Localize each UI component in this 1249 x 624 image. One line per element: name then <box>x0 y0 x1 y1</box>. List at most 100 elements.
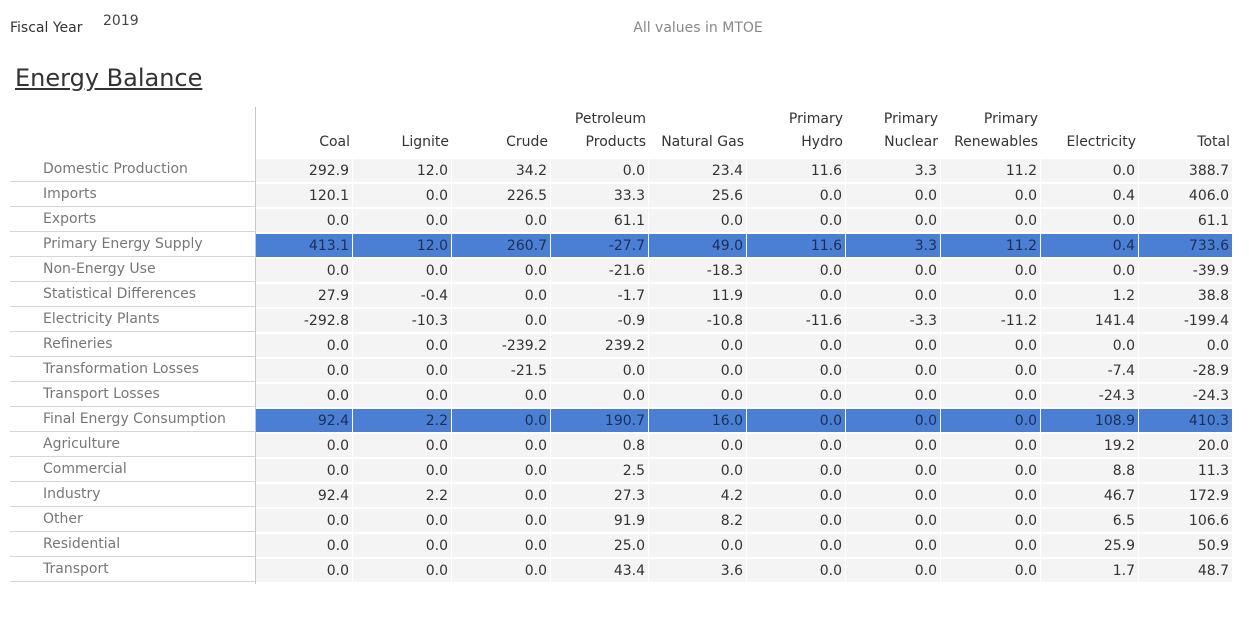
value-cell[interactable]: 0.0 <box>256 459 352 482</box>
value-cell[interactable]: 0.0 <box>747 409 845 432</box>
value-cell[interactable]: 172.9 <box>1139 484 1232 507</box>
value-cell[interactable]: 0.0 <box>941 284 1040 307</box>
value-cell[interactable]: 0.0 <box>353 259 451 282</box>
value-cell[interactable]: 0.0 <box>353 384 451 407</box>
value-cell[interactable]: 0.0 <box>452 409 550 432</box>
value-cell[interactable]: 0.0 <box>747 209 845 232</box>
value-cell[interactable]: 0.0 <box>353 434 451 457</box>
value-cell[interactable]: -39.9 <box>1139 259 1232 282</box>
value-cell[interactable]: 0.0 <box>846 459 940 482</box>
value-cell[interactable]: 0.0 <box>846 559 940 582</box>
value-cell[interactable]: 0.0 <box>452 209 550 232</box>
value-cell[interactable]: 0.0 <box>551 159 648 182</box>
value-cell[interactable]: 0.0 <box>941 484 1040 507</box>
fiscal-year-value[interactable]: 2019 <box>103 13 139 29</box>
value-cell[interactable]: 0.4 <box>1041 234 1138 257</box>
value-cell[interactable]: 0.0 <box>941 384 1040 407</box>
value-cell[interactable]: 8.2 <box>649 509 746 532</box>
value-cell[interactable]: 0.0 <box>846 384 940 407</box>
value-cell[interactable]: 0.0 <box>1041 159 1138 182</box>
value-cell[interactable]: 0.0 <box>452 559 550 582</box>
value-cell[interactable]: 106.6 <box>1139 509 1232 532</box>
value-cell[interactable]: -292.8 <box>256 309 352 332</box>
value-cell[interactable]: 0.0 <box>941 259 1040 282</box>
value-cell[interactable]: 11.6 <box>747 159 845 182</box>
value-cell[interactable]: 0.0 <box>256 259 352 282</box>
value-cell[interactable]: 92.4 <box>256 484 352 507</box>
value-cell[interactable]: 0.0 <box>846 534 940 557</box>
value-cell[interactable]: 388.7 <box>1139 159 1232 182</box>
value-cell[interactable]: 292.9 <box>256 159 352 182</box>
value-cell[interactable]: 0.0 <box>452 509 550 532</box>
value-cell[interactable]: 0.0 <box>1041 334 1138 357</box>
value-cell[interactable]: 0.0 <box>452 309 550 332</box>
value-cell[interactable]: 413.1 <box>256 234 352 257</box>
value-cell[interactable]: 0.0 <box>551 384 648 407</box>
value-cell[interactable]: 120.1 <box>256 184 352 207</box>
value-cell[interactable]: 12.0 <box>353 234 451 257</box>
value-cell[interactable]: 43.4 <box>551 559 648 582</box>
value-cell[interactable]: 0.0 <box>941 334 1040 357</box>
value-cell[interactable]: 0.0 <box>649 209 746 232</box>
value-cell[interactable]: 27.3 <box>551 484 648 507</box>
value-cell[interactable]: 0.0 <box>649 459 746 482</box>
value-cell[interactable]: 0.0 <box>649 384 746 407</box>
value-cell[interactable]: 0.0 <box>256 334 352 357</box>
value-cell[interactable]: 25.0 <box>551 534 648 557</box>
value-cell[interactable]: 0.0 <box>846 184 940 207</box>
value-cell[interactable]: 0.0 <box>846 209 940 232</box>
value-cell[interactable]: 49.0 <box>649 234 746 257</box>
value-cell[interactable]: 2.2 <box>353 409 451 432</box>
value-cell[interactable]: 23.4 <box>649 159 746 182</box>
value-cell[interactable]: 6.5 <box>1041 509 1138 532</box>
value-cell[interactable]: 0.0 <box>747 334 845 357</box>
value-cell[interactable]: 0.0 <box>941 459 1040 482</box>
value-cell[interactable]: 0.0 <box>1041 209 1138 232</box>
value-cell[interactable]: -24.3 <box>1139 384 1232 407</box>
value-cell[interactable]: 19.2 <box>1041 434 1138 457</box>
value-cell[interactable]: 0.0 <box>551 359 648 382</box>
value-cell[interactable]: 0.0 <box>353 559 451 582</box>
value-cell[interactable]: 0.0 <box>747 534 845 557</box>
value-cell[interactable]: 0.0 <box>747 509 845 532</box>
value-cell[interactable]: 0.0 <box>747 284 845 307</box>
value-cell[interactable]: 91.9 <box>551 509 648 532</box>
value-cell[interactable]: 0.0 <box>747 259 845 282</box>
value-cell[interactable]: 0.0 <box>846 434 940 457</box>
value-cell[interactable]: -0.4 <box>353 284 451 307</box>
value-cell[interactable]: 16.0 <box>649 409 746 432</box>
value-cell[interactable]: 0.0 <box>256 359 352 382</box>
value-cell[interactable]: 239.2 <box>551 334 648 357</box>
value-cell[interactable]: 0.0 <box>747 184 845 207</box>
value-cell[interactable]: -11.2 <box>941 309 1040 332</box>
value-cell[interactable]: 410.3 <box>1139 409 1232 432</box>
value-cell[interactable]: 0.0 <box>256 209 352 232</box>
value-cell[interactable]: 0.0 <box>649 359 746 382</box>
value-cell[interactable]: 0.0 <box>649 534 746 557</box>
value-cell[interactable]: 0.0 <box>846 509 940 532</box>
value-cell[interactable]: 0.0 <box>846 284 940 307</box>
value-cell[interactable]: 0.0 <box>353 509 451 532</box>
value-cell[interactable]: 11.6 <box>747 234 845 257</box>
value-cell[interactable]: 0.0 <box>846 484 940 507</box>
value-cell[interactable]: 0.4 <box>1041 184 1138 207</box>
value-cell[interactable]: 260.7 <box>452 234 550 257</box>
value-cell[interactable]: 0.0 <box>941 534 1040 557</box>
value-cell[interactable]: 34.2 <box>452 159 550 182</box>
value-cell[interactable]: 0.0 <box>353 184 451 207</box>
value-cell[interactable]: -10.8 <box>649 309 746 332</box>
value-cell[interactable]: 0.0 <box>256 534 352 557</box>
value-cell[interactable]: 0.0 <box>452 434 550 457</box>
value-cell[interactable]: -199.4 <box>1139 309 1232 332</box>
value-cell[interactable]: 20.0 <box>1139 434 1232 457</box>
value-cell[interactable]: 141.4 <box>1041 309 1138 332</box>
value-cell[interactable]: -239.2 <box>452 334 550 357</box>
value-cell[interactable]: 0.0 <box>353 459 451 482</box>
value-cell[interactable]: -1.7 <box>551 284 648 307</box>
value-cell[interactable]: 0.0 <box>747 559 845 582</box>
value-cell[interactable]: 0.0 <box>452 284 550 307</box>
value-cell[interactable]: 0.0 <box>846 259 940 282</box>
value-cell[interactable]: 0.0 <box>747 434 845 457</box>
value-cell[interactable]: 0.8 <box>551 434 648 457</box>
value-cell[interactable]: 0.0 <box>747 484 845 507</box>
